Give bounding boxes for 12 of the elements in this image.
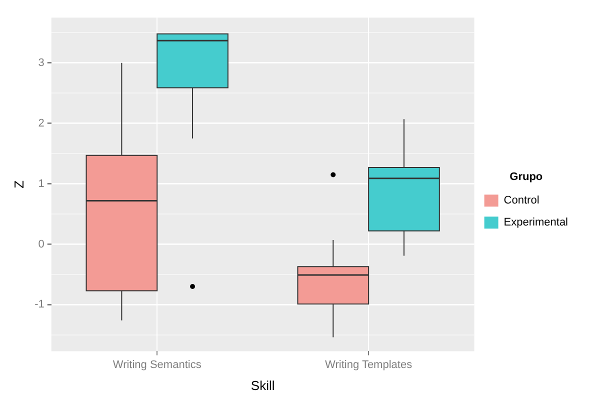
y-tick-label: 3 [38,56,44,69]
x-axis-title: Skill [250,378,275,393]
x-tick-label: Writing Semantics [112,358,202,371]
y-axis-title: Z [11,180,26,188]
legend-label: Experimental [504,216,568,229]
legend-label: Control [504,194,540,207]
y-tick-label: 1 [38,178,44,190]
x-tick-label: Writing Templates [325,358,413,371]
y-tick-label: -1 [34,298,44,311]
y-tick-label: 0 [38,238,44,250]
legend-title: Grupo [510,170,543,183]
y-tick-label: 2 [38,117,44,130]
